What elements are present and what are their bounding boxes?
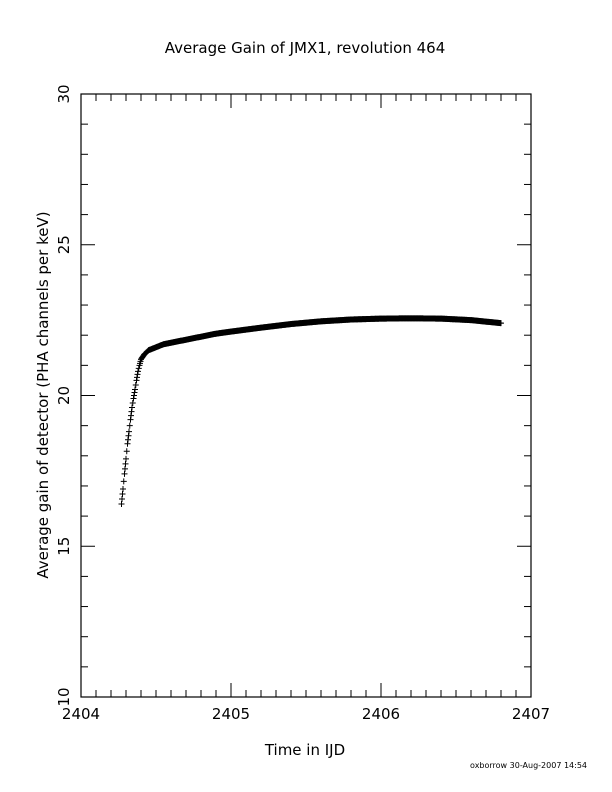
x-tick-label: 2404 xyxy=(62,705,100,723)
data-point xyxy=(119,490,126,497)
data-point xyxy=(132,381,139,388)
data-point xyxy=(132,386,138,393)
plot-frame xyxy=(80,93,532,698)
data-point xyxy=(120,485,126,492)
data-point xyxy=(498,320,504,327)
y-tick-label: 10 xyxy=(55,687,73,706)
chart-title: Average Gain of JMX1, revolution 464 xyxy=(165,39,446,57)
x-tick-label: 2406 xyxy=(362,705,400,723)
x-axis-label: Time in IJD xyxy=(264,741,345,759)
axis-ticks xyxy=(80,93,532,698)
data-point xyxy=(121,470,128,477)
y-tick-label: 15 xyxy=(55,537,73,556)
data-point xyxy=(135,368,141,375)
data-point xyxy=(119,496,125,503)
data-points xyxy=(118,315,504,508)
y-tick-label: 30 xyxy=(55,84,73,103)
data-point xyxy=(129,404,135,411)
x-tick-label: 2407 xyxy=(512,705,550,723)
y-axis-label: Average gain of detector (PHA channels p… xyxy=(34,211,52,578)
data-point xyxy=(129,400,136,407)
data-point xyxy=(123,448,130,455)
data-point xyxy=(120,478,127,485)
data-point xyxy=(135,365,142,372)
data-point xyxy=(126,422,133,429)
footer-stamp: oxborrow 30-Aug-2007 14:54 xyxy=(470,761,587,770)
x-tick-label: 2405 xyxy=(212,705,250,723)
data-point xyxy=(122,460,129,467)
data-point xyxy=(126,428,132,435)
data-point xyxy=(118,501,125,508)
tick-labels: 2404 2405 2406 2407 10 15 20 25 30 xyxy=(55,84,550,723)
y-tick-label: 20 xyxy=(55,386,73,405)
data-point xyxy=(122,465,128,472)
data-point xyxy=(123,455,129,462)
y-tick-label: 25 xyxy=(55,235,73,254)
